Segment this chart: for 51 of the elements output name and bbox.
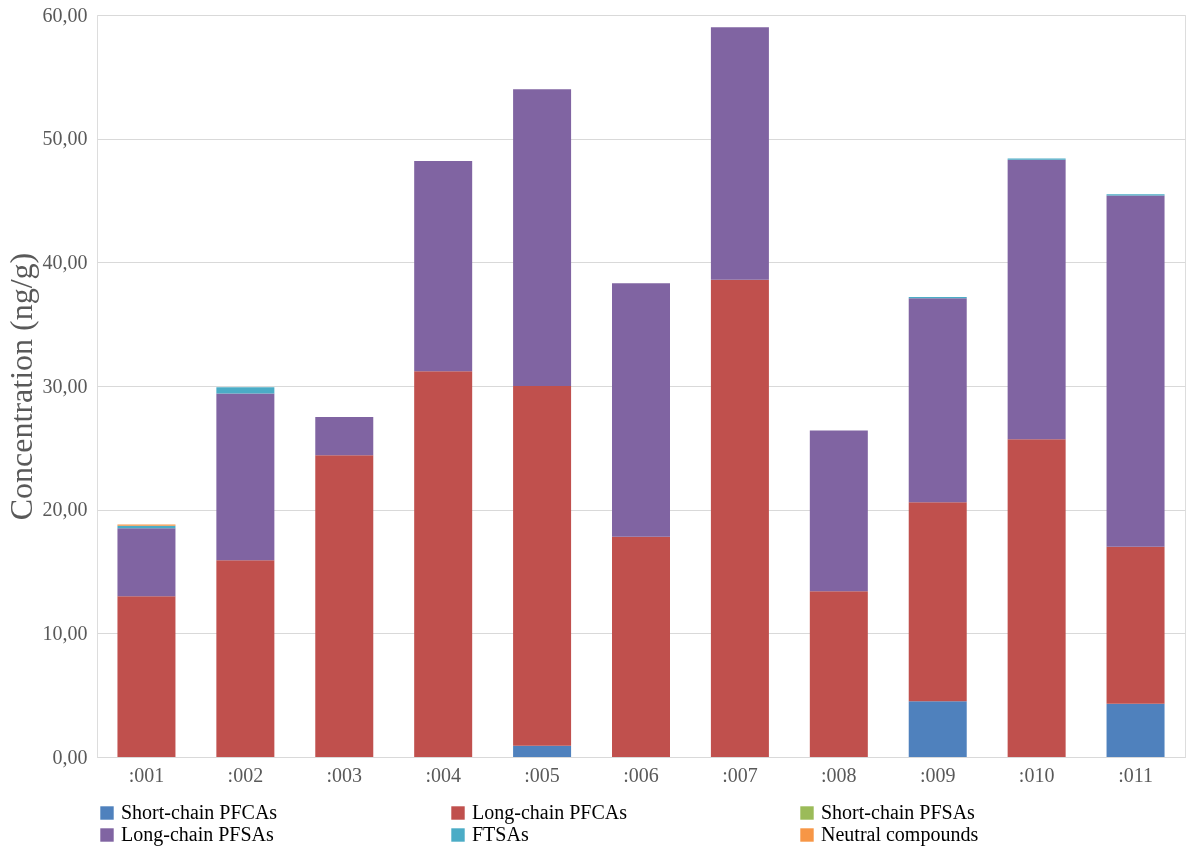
bar: [612, 536, 670, 757]
bar: [612, 283, 670, 537]
x-tick-label: :006: [623, 763, 659, 786]
legend-label: Long-chain PFCAs: [472, 801, 628, 824]
x-tick-label: :009: [919, 763, 956, 786]
bar: [315, 416, 374, 456]
bar: [908, 701, 967, 757]
bar: [216, 560, 275, 757]
x-tick-label: :010: [1018, 763, 1055, 786]
bar: [809, 591, 868, 757]
bar: [117, 528, 176, 597]
bar: [809, 430, 868, 592]
bar: [513, 745, 572, 757]
x-tick-label: :003: [326, 763, 363, 786]
bar: [1007, 159, 1066, 440]
x-tick-label: :011: [1118, 763, 1153, 786]
bar: [908, 298, 967, 503]
bar: [414, 160, 473, 372]
legend-label: Short-chain PFSAs: [821, 801, 976, 823]
legend-label: FTSAs: [472, 823, 529, 845]
bar: [1106, 195, 1165, 547]
y-tick-label: 60,00: [42, 3, 88, 26]
y-tick-label: 10,00: [42, 621, 88, 644]
bar: [710, 27, 769, 280]
bar: [710, 279, 769, 757]
bar: [513, 386, 572, 746]
legend-label: Short-chain PFCAs: [121, 801, 278, 823]
bar: [315, 455, 374, 757]
bar: [1106, 703, 1165, 757]
bar: [216, 393, 275, 561]
x-tick-label: :008: [821, 763, 857, 786]
y-tick-label: 40,00: [42, 250, 88, 273]
y-tick-label: 20,00: [42, 498, 88, 521]
bar: [1007, 439, 1066, 757]
legend-label: Long-chain PFSAs: [121, 823, 274, 846]
bar: [117, 596, 176, 757]
bar: [216, 387, 275, 394]
x-tick-label: :004: [425, 763, 461, 786]
y-tick-label: 50,00: [42, 127, 88, 150]
bar: [513, 89, 572, 386]
x-tick-label: :001: [128, 763, 165, 786]
y-tick-label: 30,00: [42, 374, 88, 397]
y-tick-label: 0,00: [52, 745, 88, 768]
x-tick-label: :005: [524, 763, 560, 786]
y-axis-title: Concentration (ng/g): [2, 252, 39, 521]
x-tick-label: :007: [722, 763, 758, 786]
bar: [908, 502, 967, 702]
bar: [1106, 546, 1165, 704]
bar: [414, 371, 473, 757]
legend-label: Neutral compounds: [821, 823, 979, 846]
x-tick-label: :002: [227, 763, 264, 786]
